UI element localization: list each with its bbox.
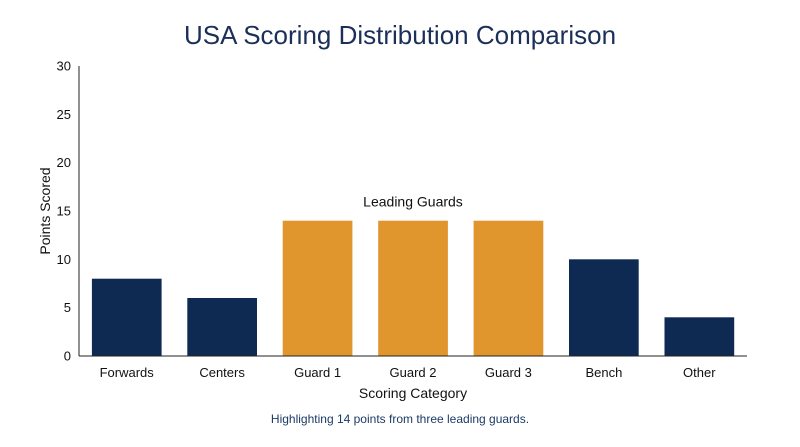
y-tick-label: 20 <box>57 155 71 170</box>
x-tick-label: Guard 1 <box>294 365 341 380</box>
bar-forwards <box>91 278 162 356</box>
bars-group <box>91 220 735 356</box>
y-tick-label: 10 <box>57 252 71 267</box>
bar-guard-1 <box>282 220 353 356</box>
x-tick-label: Bench <box>585 365 622 380</box>
y-tick-label: 15 <box>57 204 71 219</box>
chart-caption: Highlighting 14 points from three leadin… <box>270 412 530 426</box>
bar-guard-2 <box>378 220 448 356</box>
y-axis: 0 5 10 15 20 25 30 <box>57 59 80 364</box>
bar-centers <box>187 298 257 356</box>
x-tick-label: Guard 3 <box>485 365 532 380</box>
x-axis: Forwards Centers Guard 1 Guard 2 Guard 3 Benc… <box>79 355 747 380</box>
leading-guards-annotation: Leading Guards <box>363 194 463 210</box>
bar-other <box>664 317 735 356</box>
y-tick-label: 30 <box>57 59 71 74</box>
x-tick-label: Other <box>683 365 716 380</box>
x-tick-label: Centers <box>199 365 245 380</box>
x-axis-title: Scoring Category <box>359 385 467 401</box>
y-tick-label: 0 <box>64 349 71 364</box>
x-tick-label: Forwards <box>100 365 155 380</box>
bar-guard-3 <box>473 220 544 356</box>
chart-title: USA Scoring Distribution Comparison <box>183 20 617 50</box>
y-tick-label: 5 <box>64 300 71 315</box>
y-axis-title: Points Scored <box>37 167 53 254</box>
y-tick-label: 25 <box>57 107 71 122</box>
x-tick-label: Guard 2 <box>390 365 437 380</box>
bar-bench <box>569 259 639 356</box>
